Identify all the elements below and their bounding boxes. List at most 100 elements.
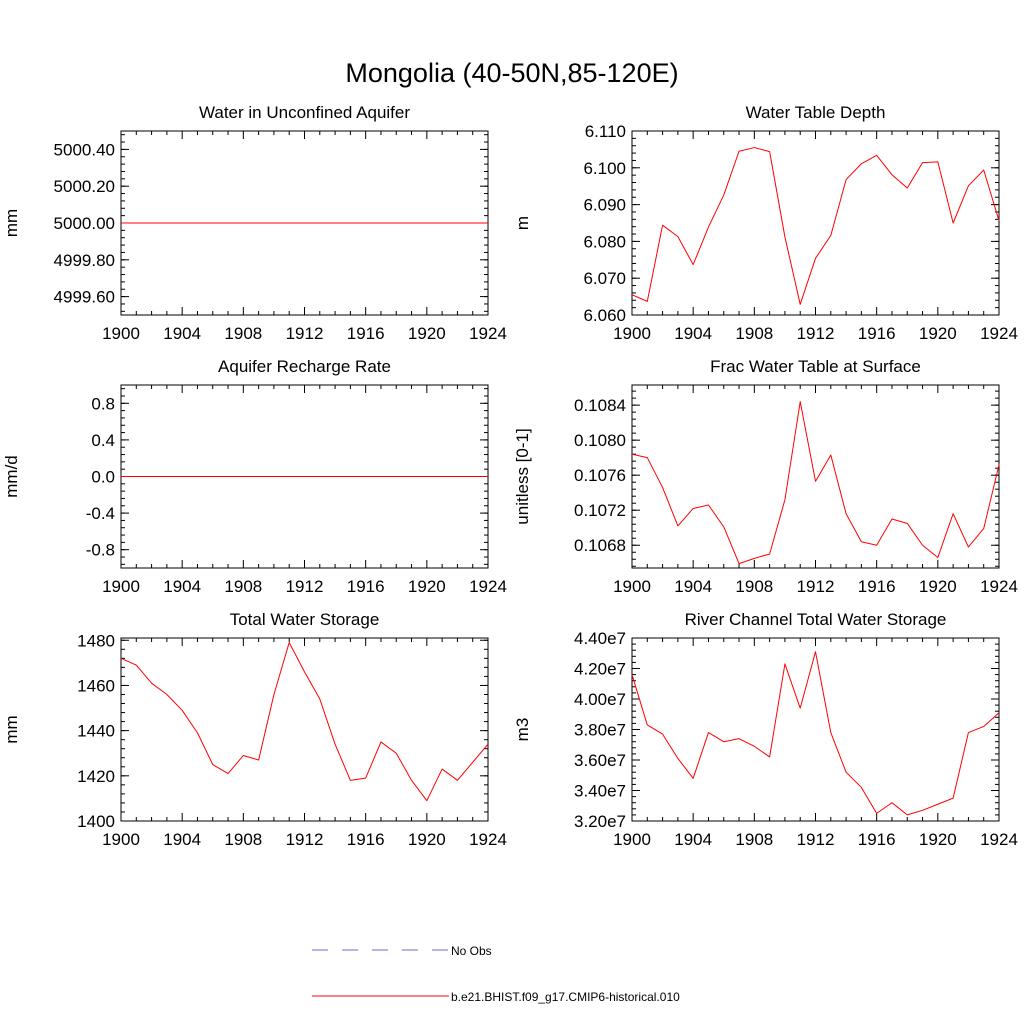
frac-water-table-at-surface-title: Frac Water Table at Surface <box>710 357 921 376</box>
river-channel-total-water-storage-data-point <box>662 734 663 735</box>
water-table-depth-data-point <box>708 227 709 228</box>
river-channel-total-water-storage-y-tick-label: 3.60e7 <box>574 751 626 770</box>
water-in-unconfined-aquifer-data-point <box>365 223 366 224</box>
water-table-depth-data-point <box>739 151 740 152</box>
frac-water-table-at-surface-data-point <box>953 513 954 514</box>
total-water-storage-data-point <box>166 694 167 695</box>
frac-water-table-at-surface-data-point <box>968 546 969 547</box>
total-water-storage-y-axis-label: mm <box>2 715 21 743</box>
water-table-depth-data-point <box>907 188 908 189</box>
frac-water-table-at-surface-data-point <box>693 508 694 509</box>
water-table-depth-data-point <box>999 220 1000 221</box>
aquifer-recharge-rate-y-tick-label: -0.4 <box>86 504 115 523</box>
panel-frac-water-table-at-surface: 1900 1904 1908 1912 1916 1920 1924 0.1068 0.1072… <box>513 357 1018 596</box>
aquifer-recharge-rate-data-point <box>151 476 152 477</box>
frac-water-table-at-surface-data-point <box>891 518 892 519</box>
aquifer-recharge-rate-data-point <box>136 476 137 477</box>
water-table-depth-data-point <box>784 236 785 237</box>
aquifer-recharge-rate-y-tick-label: 0.8 <box>91 394 115 413</box>
water-table-depth-data-point <box>891 174 892 175</box>
river-channel-total-water-storage-x-tick-label: 1912 <box>797 830 835 849</box>
water-in-unconfined-aquifer-x-tick-label: 1912 <box>286 324 324 343</box>
river-channel-total-water-storage-data-point <box>953 798 954 799</box>
total-water-storage-data-point <box>488 744 489 745</box>
aquifer-recharge-rate-data-point <box>411 476 412 477</box>
frac-water-table-at-surface-data-point <box>830 455 831 456</box>
frac-water-table-at-surface-series-line <box>631 401 1000 565</box>
aquifer-recharge-rate-data-point <box>335 476 336 477</box>
aquifer-recharge-rate-data-point <box>273 476 274 477</box>
total-water-storage-data-point <box>411 780 412 781</box>
total-water-storage-x-tick-label: 1900 <box>102 830 140 849</box>
panel-aquifer-recharge-rate: 1900 1904 1908 1912 1916 1920 1924 -0.8 -0.4 0.0 0… <box>2 357 507 596</box>
water-table-depth-x-tick-label: 1912 <box>797 324 835 343</box>
water-in-unconfined-aquifer-data-point <box>380 223 381 224</box>
frac-water-table-at-surface-data-point <box>632 454 633 455</box>
water-in-unconfined-aquifer-data-point <box>136 223 137 224</box>
panel-river-channel-total-water-storage: 1900 1904 1908 1912 1916 1920 1924 3.20e7 3.40e7… <box>513 610 1018 849</box>
water-in-unconfined-aquifer-data-point <box>442 223 443 224</box>
aquifer-recharge-rate-data-point <box>396 476 397 477</box>
aquifer-recharge-rate-x-tick-label: 1920 <box>408 577 446 596</box>
river-channel-total-water-storage-series-line <box>631 651 1000 816</box>
aquifer-recharge-rate-data-point <box>197 476 198 477</box>
panel-total-water-storage: 1900 1904 1908 1912 1916 1920 1924 1400 1420 1440… <box>2 610 507 849</box>
aquifer-recharge-rate-x-tick-label: 1904 <box>163 577 201 596</box>
river-channel-total-water-storage-data-point <box>647 724 648 725</box>
total-water-storage-data-point <box>335 744 336 745</box>
total-water-storage-y-tick-label: 1400 <box>77 812 115 831</box>
river-channel-total-water-storage-data-point <box>632 674 633 675</box>
river-channel-total-water-storage-data-point <box>861 787 862 788</box>
total-water-storage-y-tick-label: 1420 <box>77 767 115 786</box>
water-in-unconfined-aquifer-data-point <box>182 223 183 224</box>
frac-water-table-at-surface-y-tick-label: 0.1076 <box>574 466 626 485</box>
river-channel-total-water-storage-x-tick-label: 1900 <box>613 830 651 849</box>
total-water-storage-data-point <box>365 778 366 779</box>
aquifer-recharge-rate-x-tick-label: 1916 <box>347 577 385 596</box>
water-table-depth-data-point <box>754 147 755 148</box>
total-water-storage-data-point <box>396 753 397 754</box>
aquifer-recharge-rate-y-tick-label: 0.0 <box>91 468 115 487</box>
river-channel-total-water-storage-x-tick-label: 1924 <box>980 830 1018 849</box>
panel-water-table-depth: 1900 1904 1908 1912 1916 1920 1924 6.060 6.070 6.… <box>513 103 1018 343</box>
water-table-depth-y-tick-label: 6.090 <box>583 196 626 215</box>
total-water-storage-title: Total Water Storage <box>230 610 380 629</box>
water-table-depth-title: Water Table Depth <box>746 103 886 122</box>
water-table-depth-data-point <box>677 236 678 237</box>
water-in-unconfined-aquifer-x-tick-label: 1904 <box>163 324 201 343</box>
river-channel-total-water-storage-data-point <box>708 732 709 733</box>
water-table-depth-y-axis-label: m <box>513 216 532 230</box>
water-in-unconfined-aquifer-y-tick-label: 5000.20 <box>54 177 115 196</box>
frac-water-table-at-surface-x-tick-label: 1900 <box>613 577 651 596</box>
water-in-unconfined-aquifer-data-point <box>335 223 336 224</box>
water-table-depth-data-point <box>647 301 648 302</box>
total-water-storage-x-tick-label: 1916 <box>347 830 385 849</box>
river-channel-total-water-storage-data-point <box>983 726 984 727</box>
panel-water-in-unconfined-aquifer: 1900 1904 1908 1912 1916 1920 1924 4999.60 4999.… <box>2 103 507 343</box>
total-water-storage-x-tick-label: 1912 <box>286 830 324 849</box>
aquifer-recharge-rate-data-point <box>258 476 259 477</box>
figure-title: Mongolia (40-50N,85-120E) <box>345 58 678 88</box>
total-water-storage-data-point <box>380 741 381 742</box>
frac-water-table-at-surface-data-point <box>647 457 648 458</box>
total-water-storage-data-point <box>350 780 351 781</box>
water-in-unconfined-aquifer-data-point <box>396 223 397 224</box>
frac-water-table-at-surface-data-point <box>662 487 663 488</box>
frac-water-table-at-surface-y-axis-label: unitless [0-1] <box>513 428 532 524</box>
water-in-unconfined-aquifer-x-tick-label: 1916 <box>347 324 385 343</box>
frac-water-table-at-surface-x-tick-label: 1904 <box>674 577 712 596</box>
aquifer-recharge-rate-data-point <box>350 476 351 477</box>
river-channel-total-water-storage-y-tick-label: 4.00e7 <box>574 690 626 709</box>
frac-water-table-at-surface-data-point <box>907 523 908 524</box>
frac-water-table-at-surface-data-point <box>815 481 816 482</box>
water-table-depth-data-point <box>861 163 862 164</box>
total-water-storage-y-tick-label: 1440 <box>77 722 115 741</box>
frac-water-table-at-surface-data-point <box>723 526 724 527</box>
water-in-unconfined-aquifer-data-point <box>457 223 458 224</box>
water-table-depth-y-tick-label: 6.070 <box>583 269 626 288</box>
frac-water-table-at-surface-y-tick-label: 0.1084 <box>574 396 626 415</box>
total-water-storage-data-point <box>304 671 305 672</box>
water-table-depth-data-point <box>968 185 969 186</box>
aquifer-recharge-rate-data-point <box>319 476 320 477</box>
water-table-depth-y-tick-label: 6.060 <box>583 306 626 325</box>
